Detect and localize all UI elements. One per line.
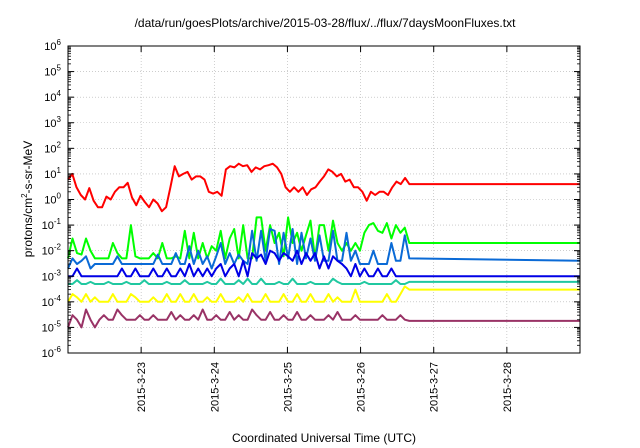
y-tick-label: 106 [44,38,61,53]
y-tick-label: 103 [44,115,61,130]
series-line-4 [68,249,580,278]
x-tick-label: 2015-3-26 [356,362,368,412]
x-tick-label: 2015-3-27 [429,362,441,412]
y-tick-label: 10-2 [42,243,62,258]
y-tick-label: 10-5 [42,319,62,334]
y-axis-label: protons/cm2-s-sr-MeV [20,141,35,257]
y-tick-label: 101 [44,166,61,181]
series-line-6 [67,285,580,303]
x-tick-label: 2015-3-23 [136,362,148,412]
x-axis-label: Coordinated Universal Time (UTC) [232,431,416,445]
series-group [67,162,581,329]
chart-title: /data/run/goesPlots/archive/2015-03-28/f… [135,16,517,30]
y-tick-label: 102 [44,140,61,155]
series-line-7 [67,308,580,329]
x-tick-label: 2015-3-24 [209,362,221,412]
y-tick-label: 104 [44,89,61,104]
y-tick-label: 105 [44,64,61,79]
series-line-2 [67,216,580,260]
y-tick-label: 10-4 [42,294,62,309]
x-tick-label: 2015-3-28 [502,362,514,412]
series-line-5 [68,277,580,285]
y-tick-label: 100 [44,192,61,207]
x-tick-label: 2015-3-25 [282,362,294,412]
ticks: 10-6 10-5 10-4 10-3 10-2 10-1 100 101 102 103 104 1… [42,38,580,412]
y-tick-label: 10-1 [42,217,62,232]
y-tick-label: 10-3 [42,268,62,283]
series-line-1 [67,162,580,213]
y-tick-label: 10-6 [42,345,62,360]
series-line-3 [67,228,581,270]
